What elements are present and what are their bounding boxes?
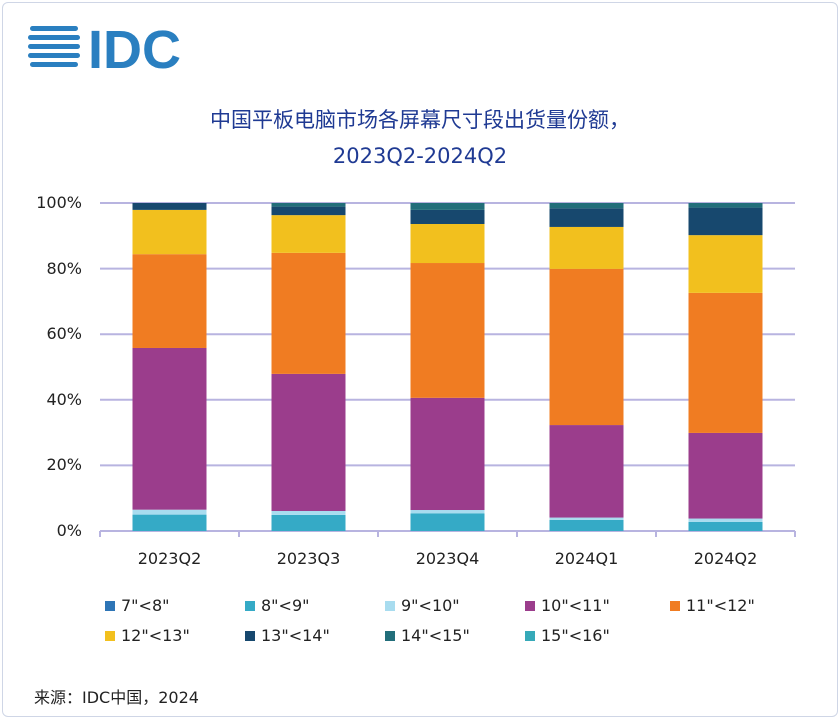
source-note: 来源：IDC中国，2024 [34, 688, 199, 707]
y-tick-label: 80% [46, 258, 82, 278]
bar-segment [549, 517, 624, 520]
legend-item: 14"<15" [385, 626, 470, 645]
y-tick-label: 0% [56, 521, 82, 540]
bar-segment [688, 207, 763, 236]
legend-item: 12"<13" [105, 626, 190, 645]
bar-segment [132, 514, 207, 531]
bar-segment [271, 215, 346, 253]
logo-globe-stripe [28, 44, 80, 49]
legend-item: 15"<16" [525, 626, 610, 645]
bar-segment [410, 203, 485, 210]
y-tick-label: 100% [36, 193, 82, 212]
bar-segment [132, 347, 207, 510]
bar-segment [132, 509, 207, 515]
legend-swatch [245, 630, 255, 641]
legend-swatch [105, 630, 115, 641]
y-tick-label: 40% [46, 389, 82, 409]
logo-globe-stripe [28, 35, 80, 40]
bar-segment [688, 521, 763, 531]
legend-swatch [245, 600, 255, 611]
legend-label: 13"<14" [261, 626, 330, 645]
legend-swatch [670, 600, 680, 611]
bar-segment [271, 203, 346, 207]
bar-segment [132, 203, 207, 210]
legend-label: 9"<10" [401, 596, 460, 615]
bar-segment [132, 254, 207, 348]
bar-segment [688, 432, 763, 519]
bar-segment [549, 226, 624, 269]
bar-segment [549, 203, 624, 209]
bar-segment [410, 223, 485, 264]
legend-label: 12"<13" [121, 626, 190, 645]
legend-swatch [385, 600, 395, 611]
bar-segment [410, 510, 485, 514]
legend-swatch [105, 600, 115, 611]
logo-text: IDC [88, 20, 181, 78]
legend-label: 7"<8" [121, 596, 170, 615]
legend-item: 10"<11" [525, 596, 610, 615]
legend-item: 7"<8" [105, 596, 169, 615]
chart-title: 中国平板电脑市场各屏幕尺寸段出货量份额， [210, 108, 630, 132]
legend-label: 10"<11" [541, 596, 610, 615]
bar-segment [271, 373, 346, 511]
x-tick-label: 2023Q2 [137, 549, 202, 568]
legend-swatch [525, 630, 535, 641]
legend-label: 15"<16" [541, 626, 610, 645]
x-tick-label: 2024Q2 [693, 549, 758, 568]
bar-segment [410, 263, 485, 398]
bar-segment [410, 397, 485, 511]
bar-segment [549, 268, 624, 426]
legend-item: 8"<9" [245, 596, 309, 615]
bar-segment [132, 209, 207, 255]
bar-segment [271, 252, 346, 374]
logo-globe-stripe [30, 26, 78, 31]
x-tick-label: 2023Q4 [415, 549, 480, 568]
legend-item: 9"<10" [385, 596, 460, 615]
legend-label: 8"<9" [261, 596, 310, 615]
legend-item: 11"<12" [670, 596, 755, 615]
y-tick-label: 60% [46, 324, 82, 344]
legend-swatch [385, 630, 395, 641]
bar-segment [549, 208, 624, 227]
legend-label: 14"<15" [401, 626, 470, 645]
bar-segment [271, 510, 346, 515]
y-tick-label: 20% [46, 455, 82, 475]
x-tick-label: 2024Q1 [554, 549, 619, 568]
idc-logo: IDC [28, 20, 181, 78]
legend-item: 13"<14" [245, 626, 330, 645]
bar-segment [271, 206, 346, 216]
bar-segment [410, 209, 485, 224]
bar-segment [688, 292, 763, 433]
legend-label: 11"<12" [686, 596, 755, 615]
bar-segment [271, 514, 346, 531]
legend-swatch [525, 600, 535, 611]
x-tick-label: 2023Q3 [276, 549, 341, 568]
logo-globe-stripe [28, 53, 80, 58]
chart-subtitle: 2023Q2-2024Q2 [332, 144, 508, 168]
bar-segment [549, 519, 624, 531]
bar-segment [410, 513, 485, 531]
bar-segment [688, 203, 763, 208]
bar-segment [688, 518, 763, 522]
logo-globe-stripe [30, 62, 78, 67]
bar-segment [688, 235, 763, 293]
bar-segment [549, 425, 624, 518]
